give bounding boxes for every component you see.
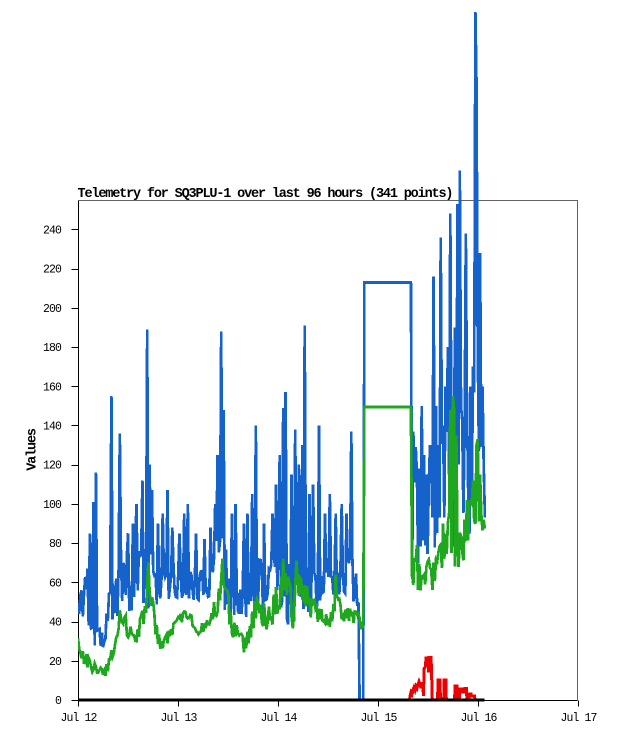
svg-text:20: 20 bbox=[49, 656, 62, 669]
svg-text:180: 180 bbox=[43, 342, 62, 355]
svg-text:Jul 17: Jul 17 bbox=[560, 712, 596, 725]
svg-text:160: 160 bbox=[43, 381, 62, 394]
svg-text:Values: Values bbox=[26, 428, 41, 471]
svg-text:Jul 14: Jul 14 bbox=[260, 712, 297, 725]
svg-text:Jul 15: Jul 15 bbox=[360, 712, 397, 725]
svg-text:60: 60 bbox=[49, 577, 62, 590]
svg-text:80: 80 bbox=[49, 538, 62, 551]
svg-text:Telemetry for SQ3PLU-1 over la: Telemetry for SQ3PLU-1 over last 96 hour… bbox=[78, 187, 453, 202]
svg-text:220: 220 bbox=[43, 264, 62, 277]
svg-text:200: 200 bbox=[43, 303, 62, 316]
svg-text:140: 140 bbox=[43, 421, 62, 434]
svg-text:100: 100 bbox=[43, 499, 62, 512]
svg-text:Jul 13: Jul 13 bbox=[160, 712, 197, 725]
svg-text:0: 0 bbox=[55, 695, 62, 708]
svg-text:Jul 12: Jul 12 bbox=[60, 712, 97, 725]
svg-text:240: 240 bbox=[43, 224, 62, 237]
svg-text:40: 40 bbox=[49, 617, 62, 630]
svg-text:Jul 16: Jul 16 bbox=[460, 712, 497, 725]
svg-text:120: 120 bbox=[43, 460, 62, 473]
